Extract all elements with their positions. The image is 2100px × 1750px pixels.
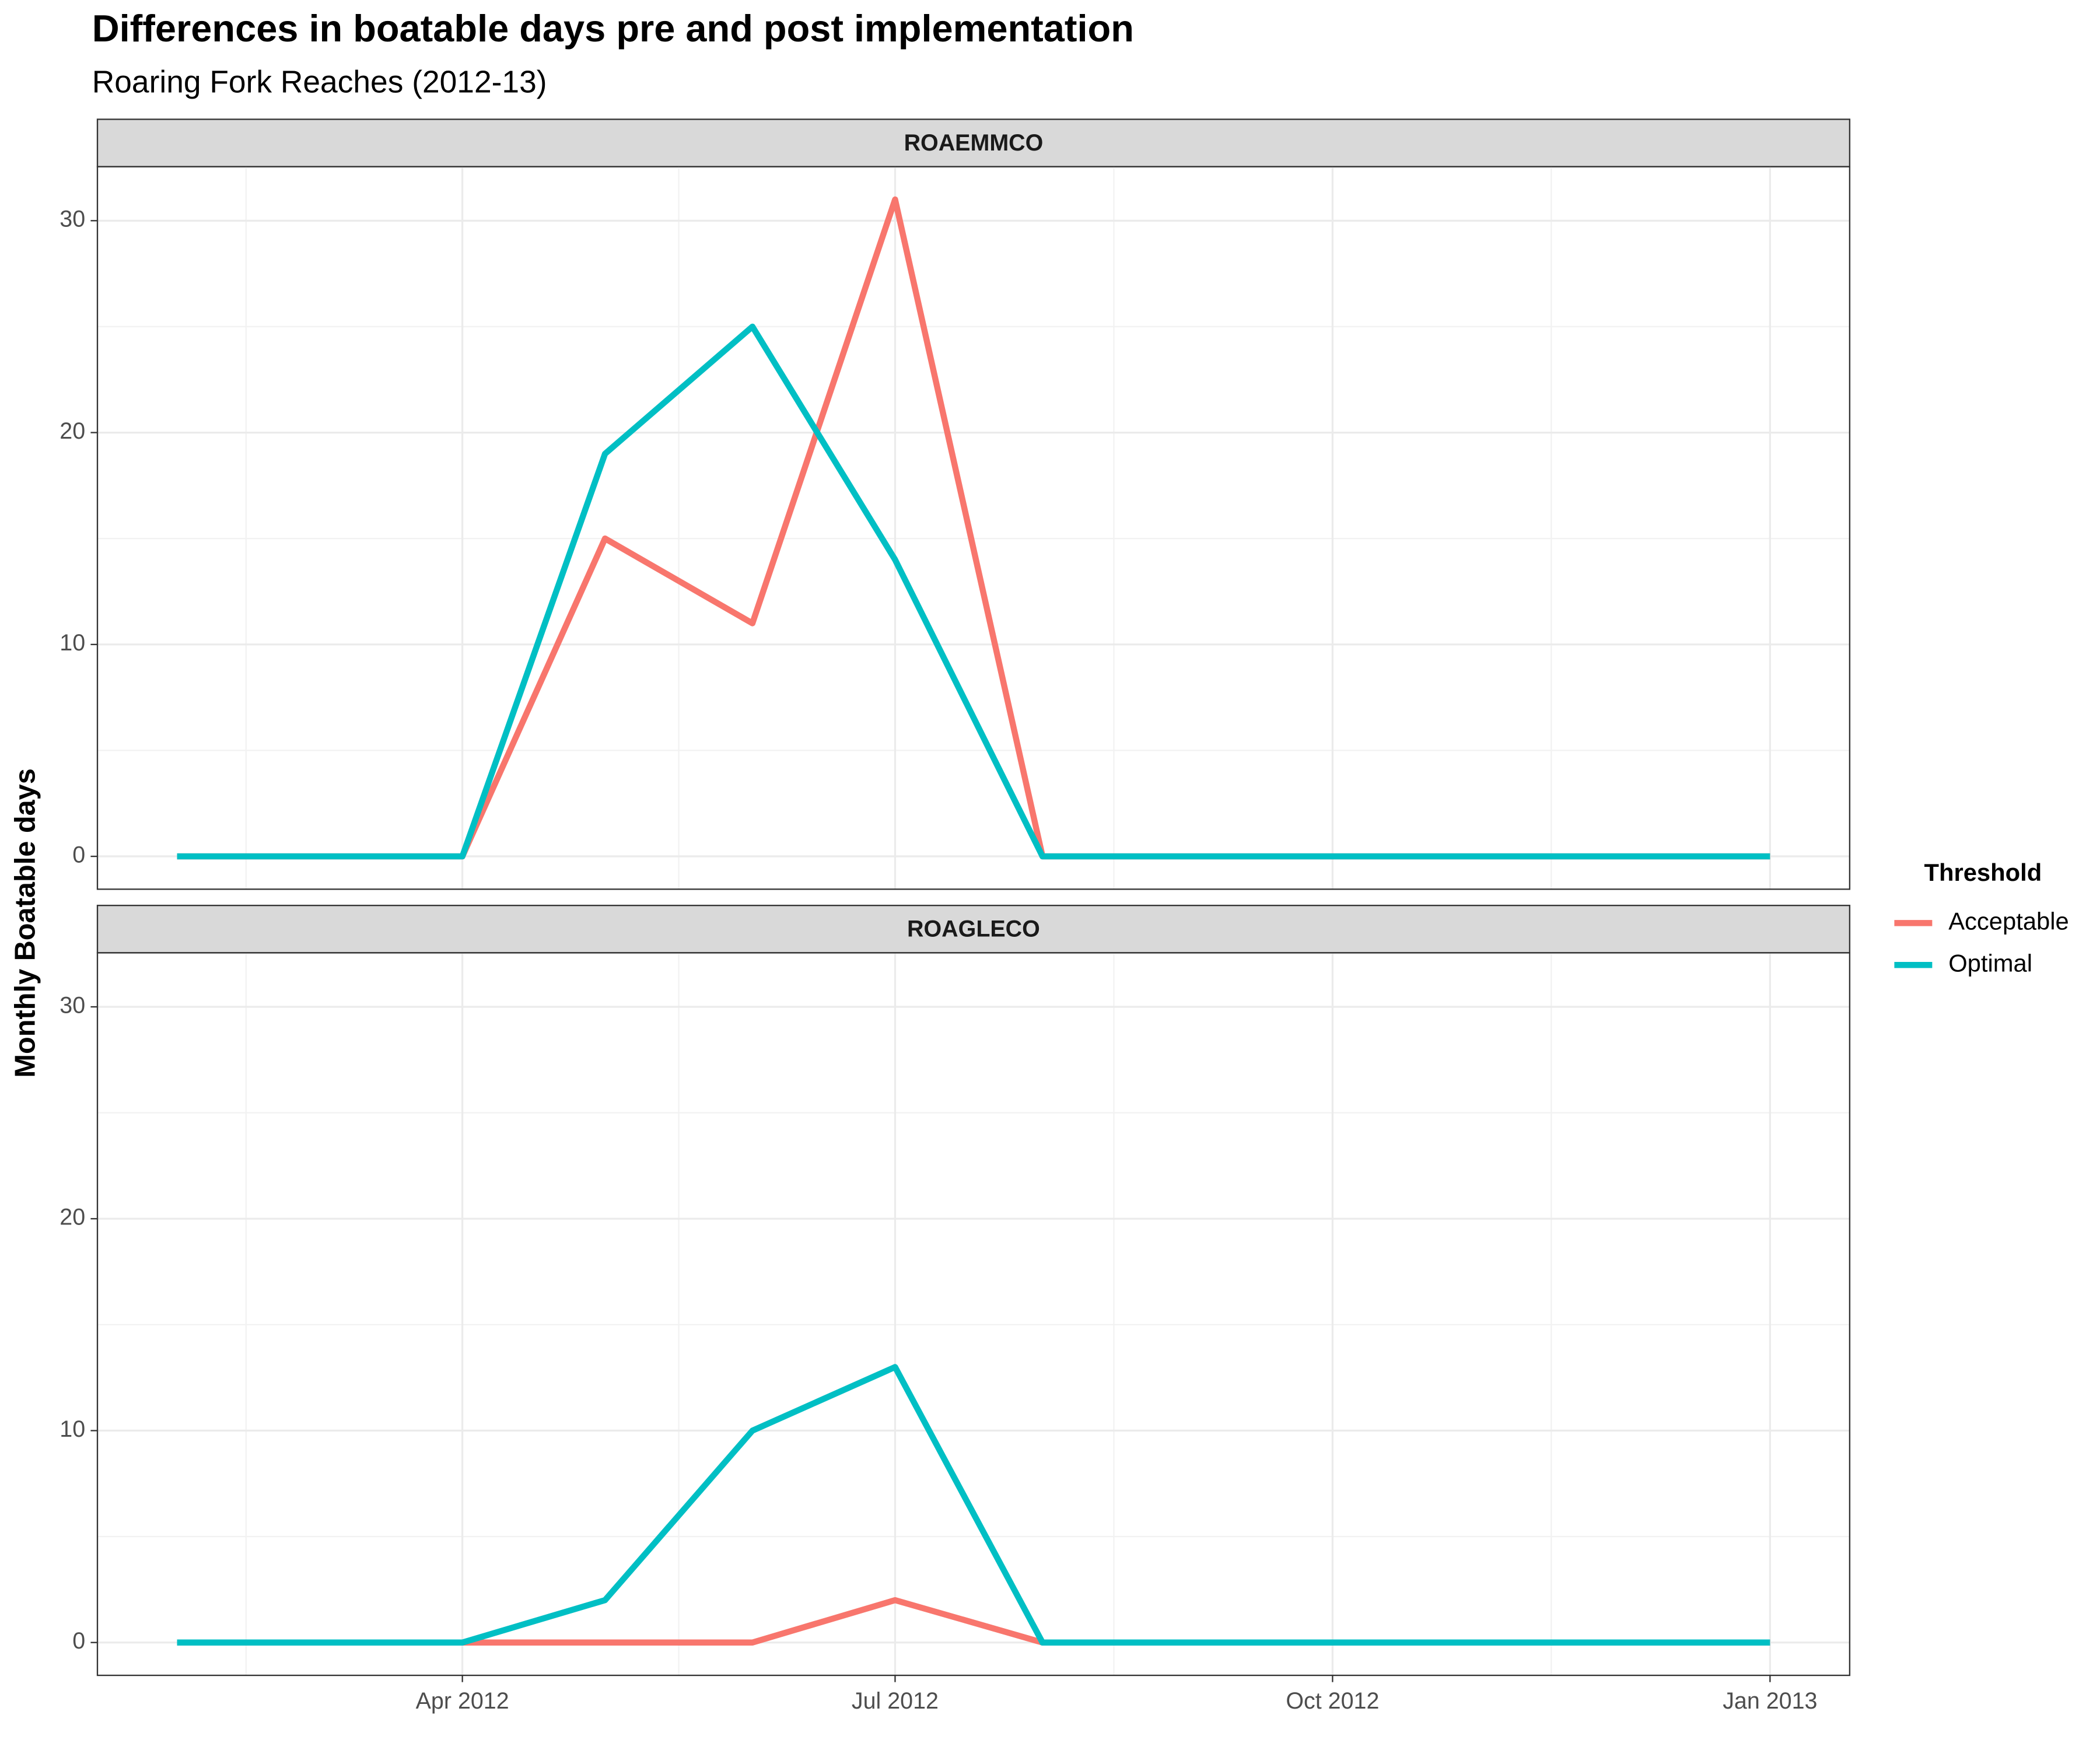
x-tick-label: Jul 2012 <box>852 1688 939 1714</box>
facet-strip <box>96 118 1851 167</box>
series-line <box>177 323 1770 860</box>
y-tick-label: 30 <box>60 206 85 232</box>
y-tick-label: 10 <box>60 630 85 656</box>
y-tick-label: 10 <box>60 1416 85 1442</box>
series-line <box>177 1364 1770 1646</box>
panel-border <box>96 166 1851 890</box>
panel-border <box>96 952 1851 1676</box>
x-tick-label: Oct 2012 <box>1286 1688 1379 1714</box>
y-tick-label: 0 <box>72 1628 85 1654</box>
chart-title: Differences in boatable days pre and pos… <box>92 7 1134 50</box>
y-tick-label: 20 <box>60 1205 85 1230</box>
x-tick-label: Jan 2013 <box>1723 1688 1817 1714</box>
legend-label: Acceptable <box>1948 907 2069 935</box>
y-tick-label: 0 <box>72 842 85 867</box>
y-tick-label: 30 <box>60 992 85 1018</box>
facet-title: ROAGLECO <box>907 916 1040 942</box>
y-axis-label: Monthly Boatable days <box>9 768 41 1077</box>
legend-title: Threshold <box>1924 859 2042 886</box>
facet-strip <box>96 905 1851 954</box>
legend-label: Optimal <box>1948 949 2032 977</box>
x-tick-label: Apr 2012 <box>416 1688 509 1714</box>
facet-title: ROAEMMCO <box>904 130 1044 156</box>
y-tick-label: 20 <box>60 418 85 444</box>
chart-subtitle: Roaring Fork Reaches (2012-13) <box>92 65 547 99</box>
